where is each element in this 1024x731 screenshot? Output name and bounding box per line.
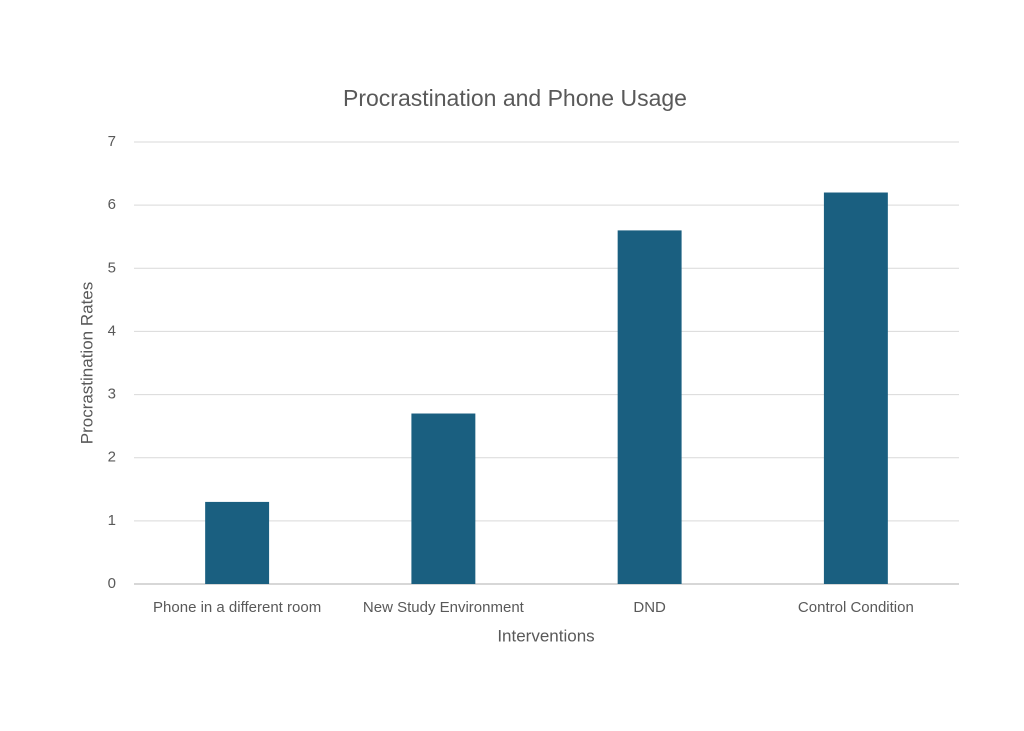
- bar: [411, 413, 476, 584]
- x-tick-label: DND: [633, 599, 666, 616]
- y-tick-label: 3: [108, 386, 116, 403]
- chart-title: Procrastination and Phone Usage: [343, 85, 687, 111]
- x-tick-label: New Study Environment: [363, 599, 525, 616]
- y-tick-label: 5: [108, 259, 116, 276]
- x-axis-title: Interventions: [497, 626, 594, 645]
- y-tick-label: 0: [108, 575, 116, 592]
- bar: [205, 501, 270, 584]
- bar: [617, 230, 682, 584]
- y-axis-title: Procrastination Rates: [77, 282, 96, 445]
- y-tick-label: 1: [108, 512, 116, 529]
- x-tick-label: Control Condition: [798, 599, 914, 616]
- bar: [823, 192, 888, 584]
- x-tick-label: Phone in a different room: [153, 599, 321, 616]
- y-tick-label: 2: [108, 449, 116, 466]
- y-tick-label: 7: [108, 133, 116, 150]
- y-tick-label: 4: [108, 322, 116, 339]
- y-tick-label: 6: [108, 196, 116, 213]
